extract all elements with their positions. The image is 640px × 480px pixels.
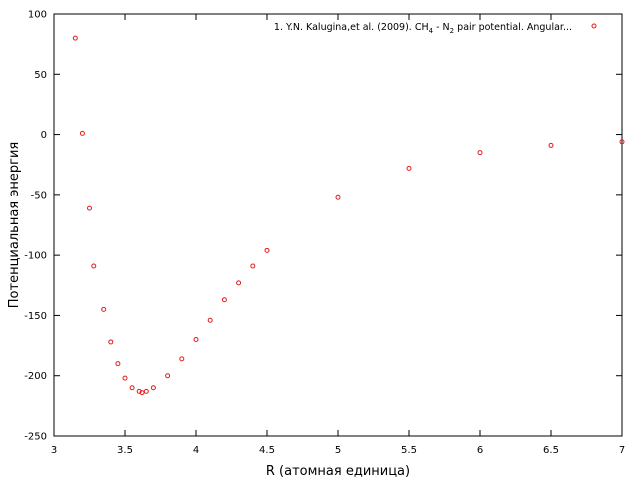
data-point: [79, 130, 85, 136]
x-axis-ticks: 3 3.5 4 4.5 5 5.5 6 6.5 7: [51, 14, 625, 456]
data-point: [264, 247, 270, 253]
data-point: [165, 373, 171, 379]
data-point: [122, 375, 128, 381]
y-tick-label: 100: [28, 10, 47, 21]
data-point: [108, 339, 114, 345]
y-tick-label: -150: [24, 311, 47, 322]
data-point: [619, 139, 625, 145]
data-point: [87, 205, 92, 211]
y-tick-label: -200: [24, 371, 47, 382]
y-tick-label: 0: [41, 130, 47, 141]
data-point: [193, 337, 199, 343]
x-tick-label: 7: [619, 445, 625, 456]
data-point: [115, 361, 121, 367]
y-tick-label: 50: [34, 70, 47, 81]
series-points: [72, 35, 625, 396]
data-point: [406, 165, 412, 171]
data-point: [477, 150, 483, 156]
x-tick-label: 6: [477, 445, 483, 456]
x-tick-label: 4.5: [259, 445, 275, 456]
legend: 1. Y.N. Kalugina,et al. (2009). CH4 - N2…: [274, 22, 597, 35]
x-tick-label: 4: [193, 445, 199, 456]
x-tick-label: 5: [335, 445, 341, 456]
data-point: [179, 356, 185, 362]
x-tick-label: 3: [51, 445, 57, 456]
y-tick-label: -250: [24, 432, 47, 443]
data-point: [136, 388, 142, 394]
data-point: [221, 297, 227, 303]
data-point: [335, 194, 341, 200]
data-point: [72, 35, 78, 41]
data-point: [548, 142, 554, 148]
plot-frame: [53, 13, 623, 437]
data-point: [143, 388, 149, 394]
data-point: [129, 385, 135, 391]
data-point: [150, 385, 156, 391]
data-point: [207, 317, 213, 323]
legend-marker: [591, 23, 597, 29]
y-tick-label: -100: [24, 251, 47, 262]
legend-label: 1. Y.N. Kalugina,et al. (2009). CH4 - N2…: [274, 22, 572, 35]
data-point: [91, 263, 97, 269]
data-point: [139, 390, 145, 396]
x-tick-label: 6.5: [543, 445, 559, 456]
data-point: [250, 263, 256, 269]
y-axis-title: Потенциальная энергия: [7, 142, 22, 308]
x-tick-label: 3.5: [117, 445, 133, 456]
x-axis-title: R (атомная единица): [266, 464, 410, 479]
y-tick-label: -50: [31, 190, 47, 201]
y-axis-ticks: 100 50 0 -50 -100 -150 -200 -250: [24, 10, 622, 443]
x-tick-label: 5.5: [401, 445, 417, 456]
data-point: [101, 306, 107, 312]
data-point: [236, 280, 242, 286]
